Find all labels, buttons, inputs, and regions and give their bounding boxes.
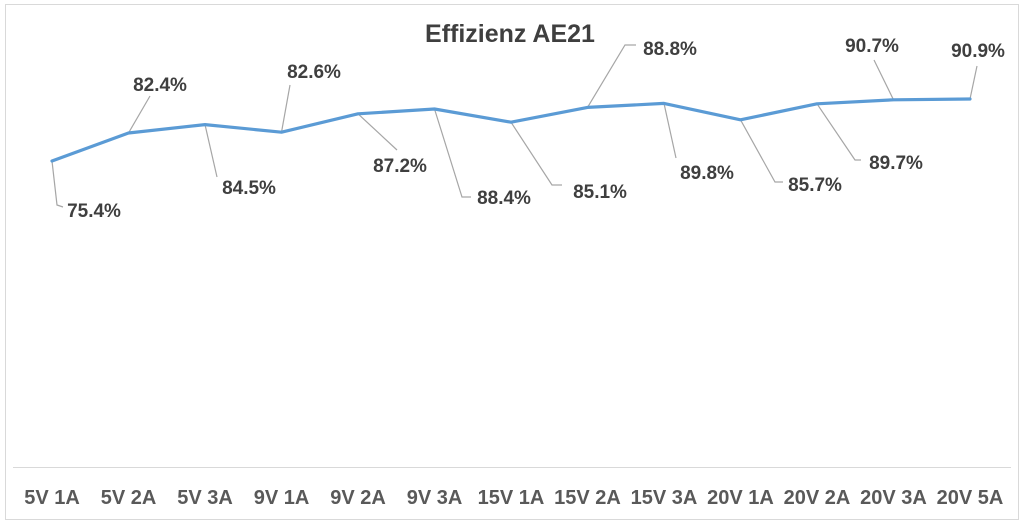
x-axis-label: 20V 2A xyxy=(784,487,851,509)
leader-line xyxy=(127,95,151,134)
data-label: 89.7% xyxy=(869,153,923,174)
data-label: 87.2% xyxy=(373,156,427,177)
data-label: 90.9% xyxy=(951,41,1005,62)
data-label: 75.4% xyxy=(67,201,121,222)
leader-line xyxy=(204,124,218,178)
leader-line xyxy=(739,119,783,183)
data-label: 90.7% xyxy=(845,36,899,57)
x-axis-labels-group: 5V 1A 5V 2A 5V 3A 9V 1A 9V 2A 9V 3A 15V 1A 15V … xyxy=(24,487,1003,509)
data-label: 88.4% xyxy=(477,188,531,209)
data-label: 82.4% xyxy=(133,75,187,96)
x-axis-label: 5V 3A xyxy=(177,487,233,509)
x-axis-label: 20V 1A xyxy=(707,487,774,509)
x-axis-label: 5V 1A xyxy=(24,487,80,509)
leader-lines xyxy=(51,44,978,208)
x-axis-label: 20V 5A xyxy=(937,487,1004,509)
leader-line xyxy=(873,59,895,101)
leader-line xyxy=(51,160,64,208)
series-line-effizienz xyxy=(50,97,972,163)
leader-line xyxy=(586,44,636,108)
x-axis-label: 15V 3A xyxy=(631,487,698,509)
leader-line xyxy=(280,84,291,133)
x-axis-label: 9V 1A xyxy=(254,487,310,509)
x-axis-label: 9V 2A xyxy=(330,487,386,509)
chart-border xyxy=(5,4,1019,520)
x-axis-label: 9V 3A xyxy=(407,487,463,509)
x-axis-label: 5V 2A xyxy=(101,487,157,509)
data-labels-group: 75.4% 82.4% 84.5% 82.6% 87.2% 88.4% 85.1% 88.8%… xyxy=(67,36,1005,222)
x-axis-label: 20V 3A xyxy=(860,487,927,509)
data-label: 85.1% xyxy=(573,182,627,203)
x-axis-label: 15V 2A xyxy=(554,487,621,509)
leader-line xyxy=(433,108,471,198)
leader-line xyxy=(663,103,677,159)
leader-line xyxy=(357,113,398,151)
chart-title: Effizienz AE21 xyxy=(425,20,595,48)
data-label: 89.8% xyxy=(680,163,734,184)
leader-line xyxy=(510,121,562,186)
data-label: 85.7% xyxy=(788,175,842,196)
data-label: 84.5% xyxy=(222,178,276,199)
series-group xyxy=(50,97,972,163)
x-axis-label: 15V 1A xyxy=(478,487,545,509)
data-label: 88.8% xyxy=(643,39,697,60)
leader-line xyxy=(816,103,861,161)
data-label: 82.6% xyxy=(287,62,341,83)
leader-line xyxy=(969,65,978,100)
